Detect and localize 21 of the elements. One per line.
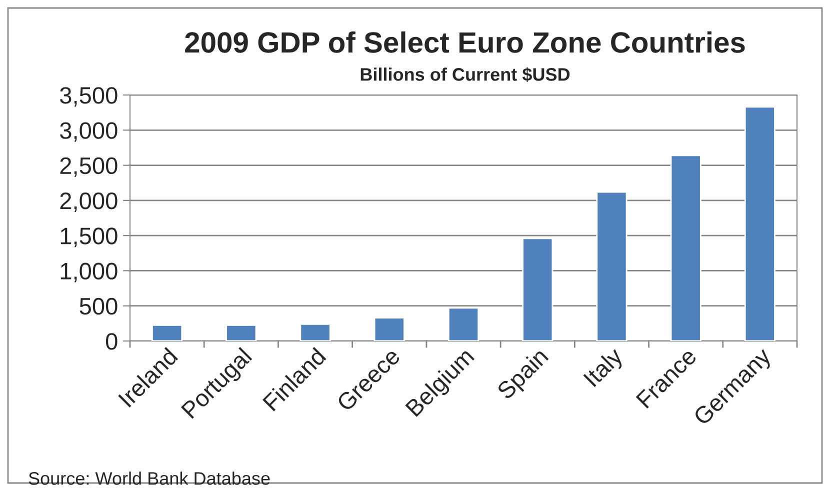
bar (522, 238, 554, 341)
y-tick-label: 2,000 (60, 192, 118, 212)
y-tick-label: 2,500 (60, 157, 118, 177)
bar (670, 154, 702, 341)
bar (744, 106, 776, 341)
y-tick-label: 1,500 (60, 228, 118, 248)
bar (226, 324, 257, 341)
y-tick-label: 500 (80, 298, 118, 315)
y-tick-label: 3,000 (60, 122, 118, 142)
bar (152, 324, 183, 341)
bar (374, 317, 405, 341)
bar (300, 323, 331, 341)
y-tick-label: 0 (106, 333, 118, 350)
bar (596, 191, 628, 341)
source-note: Source: World Bank Database (28, 472, 270, 485)
y-tick-label: 3,500 (60, 87, 118, 107)
chart-title: 2009 GDP of Select Euro Zone Countries (185, 31, 745, 53)
x-tick-label: Italy (582, 346, 628, 390)
chart-subtitle: Billions of Current $USD (360, 67, 570, 82)
y-tick-label: 1,000 (60, 262, 118, 282)
bar (448, 307, 480, 341)
